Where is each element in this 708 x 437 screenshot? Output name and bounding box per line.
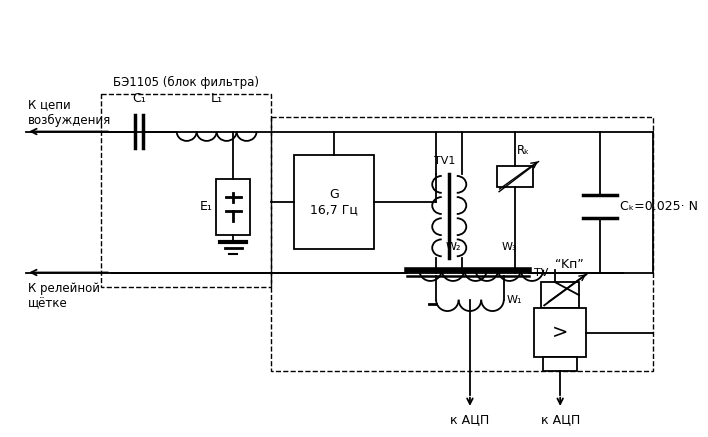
Bar [294, 155, 374, 249]
Text: Rₖ: Rₖ [517, 144, 530, 157]
Bar [534, 308, 586, 357]
Text: W₃: W₃ [501, 242, 518, 252]
Text: TV: TV [534, 267, 548, 277]
Text: >: > [552, 323, 569, 342]
Text: К цепи
возбуждения: К цепи возбуждения [28, 99, 111, 127]
Text: TV1: TV1 [434, 156, 455, 166]
Text: W₁: W₁ [507, 295, 522, 305]
Text: “Kп”: “Kп” [556, 258, 584, 271]
Text: Cₖ=0.025· N: Cₖ=0.025· N [620, 200, 698, 213]
Text: L₁: L₁ [210, 92, 222, 105]
Bar [497, 166, 533, 187]
Bar [543, 357, 577, 371]
Text: к АЦП: к АЦП [540, 413, 580, 427]
Bar [216, 178, 250, 235]
Bar [101, 94, 270, 287]
Text: к АЦП: к АЦП [450, 413, 489, 427]
Bar [270, 118, 653, 371]
Text: БЭ1105 (блок фильтра): БЭ1105 (блок фильтра) [113, 76, 259, 89]
Text: C₁: C₁ [132, 92, 146, 105]
Text: G
16,7 Гц: G 16,7 Гц [310, 188, 358, 216]
Bar [542, 282, 579, 308]
Text: К релейной
щётке: К релейной щётке [28, 282, 100, 310]
Text: E₁: E₁ [200, 200, 212, 213]
Text: W₂: W₂ [445, 242, 461, 252]
